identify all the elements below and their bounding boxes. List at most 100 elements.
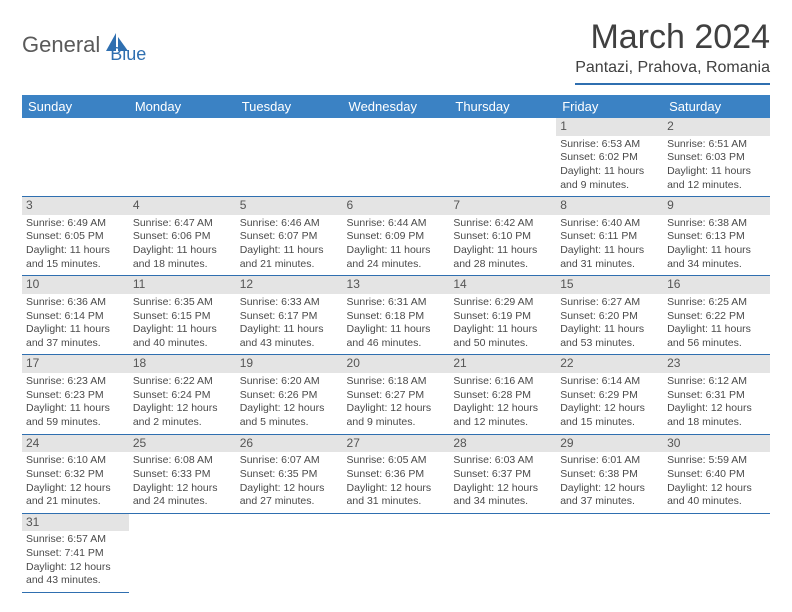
daylight-line: Daylight: 11 hours and 21 minutes. [240, 244, 339, 271]
calendar-day-cell: 23Sunrise: 6:12 AMSunset: 6:31 PMDayligh… [663, 355, 770, 434]
calendar-day-cell [236, 513, 343, 592]
daylight-line: Daylight: 11 hours and 18 minutes. [133, 244, 232, 271]
sunset-line: Sunset: 6:13 PM [667, 230, 766, 244]
calendar-day-cell: 12Sunrise: 6:33 AMSunset: 6:17 PMDayligh… [236, 276, 343, 355]
weekday-header: Friday [556, 95, 663, 118]
sunset-line: Sunset: 6:05 PM [26, 230, 125, 244]
calendar-day-cell [22, 118, 129, 197]
calendar-day-cell: 19Sunrise: 6:20 AMSunset: 6:26 PMDayligh… [236, 355, 343, 434]
day-number: 3 [22, 197, 129, 215]
logo-text-blue: Blue [110, 44, 146, 65]
sunrise-line: Sunrise: 5:59 AM [667, 454, 766, 468]
calendar-week-row: 31Sunrise: 6:57 AMSunset: 7:41 PMDayligh… [22, 513, 770, 592]
calendar-day-cell: 1Sunrise: 6:53 AMSunset: 6:02 PMDaylight… [556, 118, 663, 197]
daylight-line: Daylight: 12 hours and 18 minutes. [667, 402, 766, 429]
sunset-line: Sunset: 6:36 PM [347, 468, 446, 482]
daylight-line: Daylight: 12 hours and 9 minutes. [347, 402, 446, 429]
day-number: 10 [22, 276, 129, 294]
calendar-day-cell: 7Sunrise: 6:42 AMSunset: 6:10 PMDaylight… [449, 197, 556, 276]
daylight-line: Daylight: 11 hours and 28 minutes. [453, 244, 552, 271]
sunset-line: Sunset: 6:29 PM [560, 389, 659, 403]
day-number: 21 [449, 355, 556, 373]
sunset-line: Sunset: 6:03 PM [667, 151, 766, 165]
daylight-line: Daylight: 11 hours and 12 minutes. [667, 165, 766, 192]
calendar-day-cell [663, 513, 770, 592]
sunrise-line: Sunrise: 6:27 AM [560, 296, 659, 310]
sunset-line: Sunset: 6:27 PM [347, 389, 446, 403]
day-number: 5 [236, 197, 343, 215]
daylight-line: Daylight: 11 hours and 59 minutes. [26, 402, 125, 429]
daylight-line: Daylight: 12 hours and 37 minutes. [560, 482, 659, 509]
sunrise-line: Sunrise: 6:01 AM [560, 454, 659, 468]
sunrise-line: Sunrise: 6:23 AM [26, 375, 125, 389]
sunrise-line: Sunrise: 6:25 AM [667, 296, 766, 310]
sunset-line: Sunset: 6:32 PM [26, 468, 125, 482]
sunrise-line: Sunrise: 6:33 AM [240, 296, 339, 310]
day-number: 27 [343, 435, 450, 453]
calendar-day-cell: 11Sunrise: 6:35 AMSunset: 6:15 PMDayligh… [129, 276, 236, 355]
weekday-header: Sunday [22, 95, 129, 118]
sunrise-line: Sunrise: 6:31 AM [347, 296, 446, 310]
sunset-line: Sunset: 6:19 PM [453, 310, 552, 324]
day-number: 28 [449, 435, 556, 453]
daylight-line: Daylight: 12 hours and 12 minutes. [453, 402, 552, 429]
sunset-line: Sunset: 6:35 PM [240, 468, 339, 482]
sunrise-line: Sunrise: 6:29 AM [453, 296, 552, 310]
sunrise-line: Sunrise: 6:03 AM [453, 454, 552, 468]
sunset-line: Sunset: 6:26 PM [240, 389, 339, 403]
sunset-line: Sunset: 6:24 PM [133, 389, 232, 403]
weekday-header: Tuesday [236, 95, 343, 118]
sunset-line: Sunset: 6:38 PM [560, 468, 659, 482]
calendar-day-cell: 30Sunrise: 5:59 AMSunset: 6:40 PMDayligh… [663, 434, 770, 513]
day-number: 1 [556, 118, 663, 136]
weekday-header: Saturday [663, 95, 770, 118]
day-number: 22 [556, 355, 663, 373]
weekday-header: Thursday [449, 95, 556, 118]
sunrise-line: Sunrise: 6:40 AM [560, 217, 659, 231]
calendar-day-cell: 10Sunrise: 6:36 AMSunset: 6:14 PMDayligh… [22, 276, 129, 355]
sunrise-line: Sunrise: 6:35 AM [133, 296, 232, 310]
logo-text-general: General [22, 32, 100, 58]
calendar-table: SundayMondayTuesdayWednesdayThursdayFrid… [22, 95, 770, 593]
sunrise-line: Sunrise: 6:38 AM [667, 217, 766, 231]
day-number: 14 [449, 276, 556, 294]
calendar-body: 1Sunrise: 6:53 AMSunset: 6:02 PMDaylight… [22, 118, 770, 592]
daylight-line: Daylight: 11 hours and 50 minutes. [453, 323, 552, 350]
daylight-line: Daylight: 11 hours and 43 minutes. [240, 323, 339, 350]
sunrise-line: Sunrise: 6:16 AM [453, 375, 552, 389]
sunrise-line: Sunrise: 6:42 AM [453, 217, 552, 231]
title-block: March 2024 Pantazi, Prahova, Romania [575, 18, 770, 85]
calendar-day-cell [343, 118, 450, 197]
day-number: 20 [343, 355, 450, 373]
sunrise-line: Sunrise: 6:46 AM [240, 217, 339, 231]
sunrise-line: Sunrise: 6:57 AM [26, 533, 125, 547]
calendar-day-cell: 24Sunrise: 6:10 AMSunset: 6:32 PMDayligh… [22, 434, 129, 513]
calendar-day-cell: 22Sunrise: 6:14 AMSunset: 6:29 PMDayligh… [556, 355, 663, 434]
day-number: 18 [129, 355, 236, 373]
calendar-day-cell: 4Sunrise: 6:47 AMSunset: 6:06 PMDaylight… [129, 197, 236, 276]
sunset-line: Sunset: 6:17 PM [240, 310, 339, 324]
day-number: 17 [22, 355, 129, 373]
daylight-line: Daylight: 12 hours and 2 minutes. [133, 402, 232, 429]
calendar-day-cell: 9Sunrise: 6:38 AMSunset: 6:13 PMDaylight… [663, 197, 770, 276]
page-title: March 2024 [575, 18, 770, 57]
day-number: 26 [236, 435, 343, 453]
calendar-day-cell: 27Sunrise: 6:05 AMSunset: 6:36 PMDayligh… [343, 434, 450, 513]
day-number: 31 [22, 514, 129, 532]
calendar-day-cell: 13Sunrise: 6:31 AMSunset: 6:18 PMDayligh… [343, 276, 450, 355]
calendar-day-cell: 17Sunrise: 6:23 AMSunset: 6:23 PMDayligh… [22, 355, 129, 434]
sunset-line: Sunset: 6:28 PM [453, 389, 552, 403]
calendar-day-cell: 8Sunrise: 6:40 AMSunset: 6:11 PMDaylight… [556, 197, 663, 276]
sunset-line: Sunset: 6:40 PM [667, 468, 766, 482]
calendar-day-cell [236, 118, 343, 197]
sunset-line: Sunset: 6:31 PM [667, 389, 766, 403]
calendar-week-row: 24Sunrise: 6:10 AMSunset: 6:32 PMDayligh… [22, 434, 770, 513]
calendar-day-cell: 15Sunrise: 6:27 AMSunset: 6:20 PMDayligh… [556, 276, 663, 355]
sunrise-line: Sunrise: 6:05 AM [347, 454, 446, 468]
daylight-line: Daylight: 11 hours and 24 minutes. [347, 244, 446, 271]
calendar-day-cell: 25Sunrise: 6:08 AMSunset: 6:33 PMDayligh… [129, 434, 236, 513]
day-number: 2 [663, 118, 770, 136]
sunset-line: Sunset: 6:33 PM [133, 468, 232, 482]
day-number: 23 [663, 355, 770, 373]
sunset-line: Sunset: 6:11 PM [560, 230, 659, 244]
